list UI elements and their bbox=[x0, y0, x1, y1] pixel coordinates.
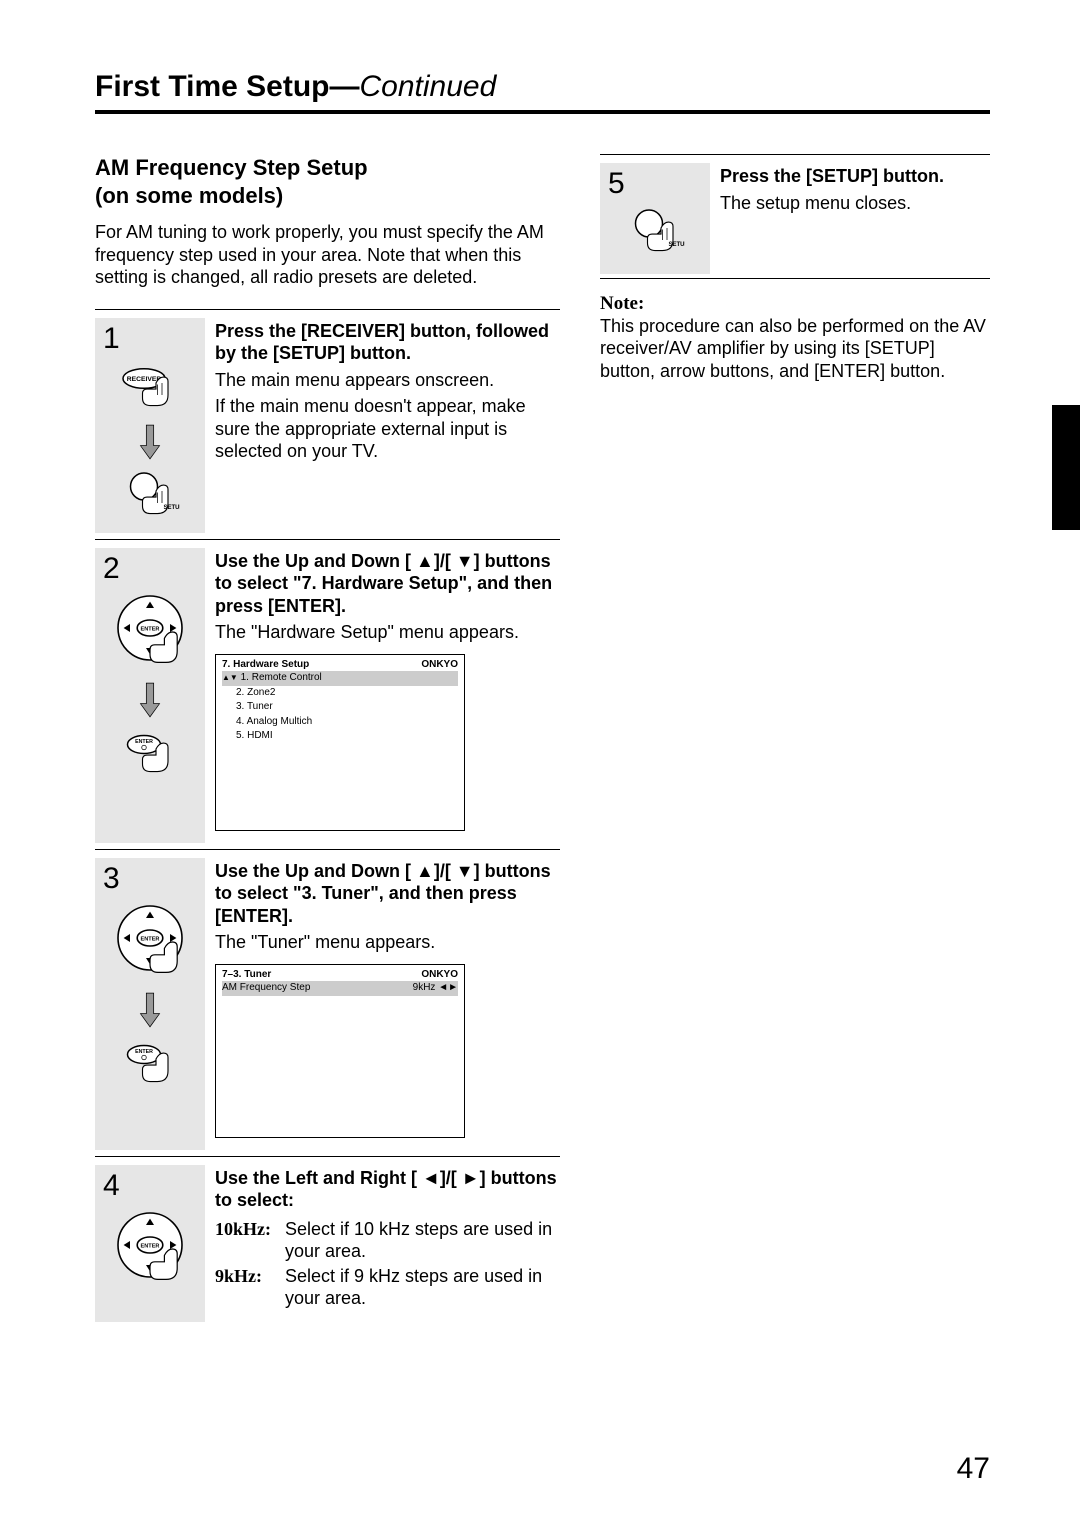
step-5-p1: The setup menu closes. bbox=[720, 192, 990, 215]
hw-row-3: 3. Tuner bbox=[222, 700, 458, 715]
hw-row-2: 2. Zone2 bbox=[222, 686, 458, 701]
step-1-body: Press the [RECEIVER] button, followed by… bbox=[205, 318, 560, 533]
setup-button-icon: SETUP bbox=[120, 470, 180, 523]
arrow-down-icon-3 bbox=[139, 990, 161, 1030]
step-5: 5 SETUP Press the [SETUP] button. The se… bbox=[600, 154, 990, 274]
svg-text:ENTER: ENTER bbox=[141, 936, 160, 942]
left-column: AM Frequency Step Setup (on some models)… bbox=[95, 154, 560, 1322]
step-3-number: 3 bbox=[101, 864, 120, 894]
tuner-screen-brand: ONKYO bbox=[421, 969, 458, 982]
arrow-down-icon-2 bbox=[139, 680, 161, 720]
opt1-key: 10kHz: bbox=[215, 1218, 285, 1263]
step-4-bold: Use the Left and Right [ ◄]/[ ►] buttons… bbox=[215, 1168, 557, 1211]
step-5-body: Press the [SETUP] button. The setup menu… bbox=[710, 163, 990, 274]
hw-row-5: 5. HDMI bbox=[222, 729, 458, 744]
hw-screen-brand: ONKYO bbox=[421, 659, 458, 672]
enter-button-icon-3: ENTER bbox=[120, 1038, 180, 1091]
step-4: 4 ENTER Use the Left and Right [ ◄]/[ ►]… bbox=[95, 1156, 560, 1322]
hw-row-1: ▲▼ 1. Remote Control bbox=[222, 671, 458, 686]
step-1-iconcol: 1 RECEIVER SETUP bbox=[95, 318, 205, 533]
section-title-l2: (on some models) bbox=[95, 183, 283, 208]
step-3-iconcol: 3 ENTER ENTER bbox=[95, 858, 205, 1150]
step-1: 1 RECEIVER SETUP Press the bbox=[95, 309, 560, 533]
step-4-iconcol: 4 ENTER bbox=[95, 1165, 205, 1322]
page-header: First Time Setup—Continued bbox=[95, 70, 990, 114]
step-3-body: Use the Up and Down [ ▲]/[ ▼] buttons to… bbox=[205, 858, 560, 1150]
enter-pill-label: ENTER bbox=[135, 739, 153, 745]
header-title: First Time Setup— bbox=[95, 70, 360, 103]
hw-row-4: 4. Analog Multich bbox=[222, 715, 458, 730]
step-2-iconcol: 2 ENTER ENTER bbox=[95, 548, 205, 843]
step-5-iconcol: 5 SETUP bbox=[600, 163, 710, 274]
step-1-bold: Press the [RECEIVER] button, followed by… bbox=[215, 321, 549, 364]
step-2-body: Use the Up and Down [ ▲]/[ ▼] buttons to… bbox=[205, 548, 560, 843]
tuner-screen: 7–3. Tuner ONKYO AM Frequency Step 9kHz … bbox=[215, 964, 465, 1138]
step-2-number: 2 bbox=[101, 554, 120, 584]
right-column: 5 SETUP Press the [SETUP] button. The se… bbox=[600, 154, 990, 1322]
step-4-number: 4 bbox=[101, 1171, 120, 1201]
svg-text:ENTER: ENTER bbox=[135, 1049, 153, 1055]
dpad-icon-3: ENTER bbox=[110, 902, 190, 982]
step-1-number: 1 bbox=[101, 324, 120, 354]
dpad-icon: ENTER bbox=[110, 592, 190, 672]
step-5-number: 5 bbox=[606, 169, 625, 199]
step-4-options: 10kHz:Select if 10 kHz steps are used in… bbox=[215, 1218, 560, 1310]
note-label: Note: bbox=[600, 293, 990, 315]
opt2-val: Select if 9 kHz steps are used in your a… bbox=[285, 1265, 560, 1310]
content-columns: AM Frequency Step Setup (on some models)… bbox=[95, 154, 990, 1322]
step-1-p1: The main menu appears onscreen. bbox=[215, 369, 560, 392]
note-body: This procedure can also be performed on … bbox=[600, 315, 990, 383]
step-2-bold: Use the Up and Down [ ▲]/[ ▼] buttons to… bbox=[215, 551, 552, 616]
setup-label: SETUP bbox=[164, 505, 181, 511]
svg-text:SETUP: SETUP bbox=[669, 242, 686, 248]
step-3-bold: Use the Up and Down [ ▲]/[ ▼] buttons to… bbox=[215, 861, 551, 926]
tuner-screen-header: 7–3. Tuner bbox=[222, 969, 271, 982]
opt2-key: 9kHz: bbox=[215, 1265, 285, 1310]
step-1-p2: If the main menu doesn't appear, make su… bbox=[215, 395, 560, 463]
header-continued: Continued bbox=[360, 70, 497, 103]
receiver-button-icon: RECEIVER bbox=[120, 362, 180, 415]
step-4-body: Use the Left and Right [ ◄]/[ ►] buttons… bbox=[205, 1165, 560, 1322]
hw-screen-header: 7. Hardware Setup bbox=[222, 659, 309, 672]
tuner-row-1: AM Frequency Step 9kHz ◄► bbox=[222, 981, 458, 996]
hardware-setup-screen: 7. Hardware Setup ONKYO ▲▼ 1. Remote Con… bbox=[215, 654, 465, 831]
step-5-bold: Press the [SETUP] button. bbox=[720, 166, 944, 186]
arrow-down-icon bbox=[139, 422, 161, 462]
dpad-icon-4: ENTER bbox=[110, 1209, 190, 1289]
page-number: 47 bbox=[957, 1452, 990, 1486]
enter-center-label: ENTER bbox=[141, 626, 160, 632]
step-3: 3 ENTER ENTER bbox=[95, 849, 560, 1150]
step-2: 2 ENTER ENTER bbox=[95, 539, 560, 843]
setup-button-icon-5: SETUP bbox=[625, 207, 685, 260]
opt1-val: Select if 10 kHz steps are used in your … bbox=[285, 1218, 560, 1263]
step-3-p1: The "Tuner" menu appears. bbox=[215, 931, 560, 954]
section-title: AM Frequency Step Setup (on some models) bbox=[95, 154, 560, 209]
enter-button-icon: ENTER bbox=[120, 728, 180, 781]
side-tab bbox=[1052, 405, 1080, 530]
svg-text:ENTER: ENTER bbox=[141, 1243, 160, 1249]
intro-paragraph: For AM tuning to work properly, you must… bbox=[95, 221, 560, 289]
section-title-l1: AM Frequency Step Setup bbox=[95, 155, 368, 180]
step-2-p1: The "Hardware Setup" menu appears. bbox=[215, 621, 560, 644]
